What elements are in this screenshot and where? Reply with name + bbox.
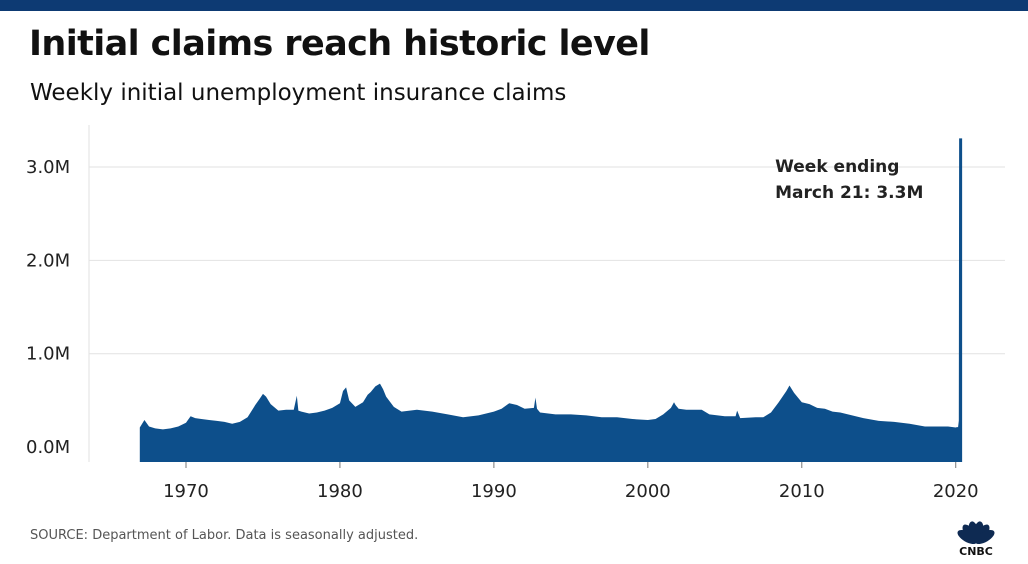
y-tick-label: 1.0M (26, 344, 70, 365)
x-tick-label: 2010 (779, 481, 825, 502)
x-tick-label: 2020 (933, 481, 979, 502)
chart-subtitle: Weekly initial unemployment insurance cl… (30, 80, 567, 106)
y-tick-label: 2.0M (26, 250, 70, 271)
claims-area-series (139, 138, 963, 462)
x-axis: 1970 1980 1990 2000 2010 2020 (163, 462, 979, 502)
grid-lines (88, 125, 1005, 462)
peacock-icon (957, 521, 995, 544)
logo-wordmark: CNBC (959, 545, 993, 558)
annotation: Week ending March 21: 3.3M (775, 157, 923, 203)
y-tick-label: 0.0M (26, 437, 70, 458)
x-tick-label: 2000 (625, 481, 671, 502)
top-accent-bar (0, 0, 1028, 11)
annotation-line-2: March 21: 3.3M (775, 183, 923, 203)
chart: 0.0M 1.0M 2.0M 3.0M 1970 1980 1990 2000 2010 202… (26, 125, 1005, 502)
cnbc-peacock-logo: CNBC (957, 521, 995, 558)
x-tick-label: 1990 (471, 481, 517, 502)
source-note: SOURCE: Department of Labor. Data is sea… (30, 528, 419, 543)
annotation-line-1: Week ending (775, 157, 899, 177)
chart-title: Initial claims reach historic level (29, 24, 650, 64)
y-axis: 0.0M 1.0M 2.0M 3.0M (26, 157, 70, 458)
peacock-feather (974, 530, 995, 544)
y-tick-label: 3.0M (26, 157, 70, 178)
x-tick-label: 1980 (317, 481, 363, 502)
x-tick-label: 1970 (163, 481, 209, 502)
